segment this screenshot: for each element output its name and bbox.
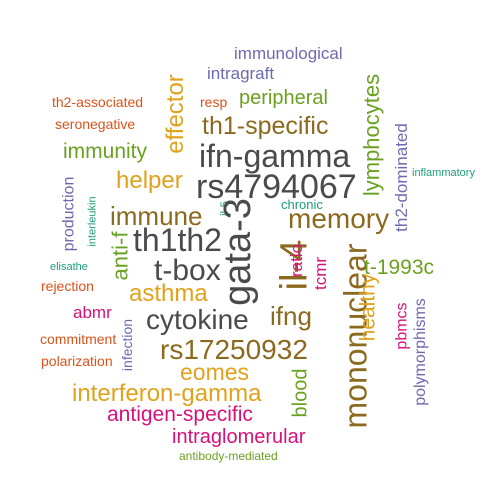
word-production: production [60, 176, 78, 252]
word-th1-specific: th1-specific [202, 112, 329, 140]
word-antibody-mediated: antibody-mediated [179, 449, 278, 463]
word-peripheral: peripheral [239, 87, 328, 109]
word-cytokine: cytokine [146, 304, 249, 335]
word-th1th2: th1th2 [133, 222, 222, 258]
word-antigen-specific: antigen-specific [107, 403, 253, 426]
word-blood: blood [289, 368, 312, 418]
word-immune: immune [110, 201, 203, 231]
word-asthma: asthma [129, 280, 208, 307]
word-helper: helper [116, 167, 183, 194]
word-polarization: polarization [41, 353, 113, 369]
word-th2-dominated: th2-dominated [391, 123, 411, 232]
word-elisathe: elisathe [50, 261, 88, 273]
word-healthy: healthy [356, 273, 380, 342]
word-seronegative: seronegative [55, 116, 136, 132]
word-rs17250932: rs17250932 [160, 334, 308, 365]
word-resp: resp [200, 94, 228, 110]
word-ratio: ratio [287, 243, 307, 278]
word-t-1993c: t-1993c [364, 256, 435, 279]
word-abmr: abmr [73, 303, 112, 322]
word-ifng: ifng [270, 301, 312, 331]
word-effector: effector [161, 74, 189, 154]
word-tcmr: tcmr [311, 256, 331, 291]
word-chronic: chronic [281, 197, 323, 212]
word-pbmcs: pbmcs [393, 302, 411, 350]
word-immunological: immunological [234, 44, 343, 63]
word-intragraft: intragraft [207, 64, 275, 83]
word-intraglomerular: intraglomerular [172, 426, 306, 448]
word-gata-3: gata-3 [216, 198, 259, 306]
word-polymorphisms: polymorphisms [411, 298, 429, 406]
word-memory: memory [288, 203, 390, 234]
word-t-box: t-box [154, 254, 221, 287]
word-interleukin: interleukin [86, 196, 99, 247]
word-anti-f: anti-f [107, 231, 133, 281]
word-rs4794067: rs4794067 [196, 168, 357, 206]
word-eomes: eomes [180, 359, 250, 385]
word-commitment: commitment [40, 331, 117, 347]
word-interferon-gamma: interferon-gamma [72, 380, 262, 407]
word-ifn-gamma: ifn-gamma [199, 138, 351, 174]
word-infection: infection [119, 318, 136, 372]
word-immunity: immunity [63, 140, 148, 163]
word-th2-associated: th2-associated [52, 94, 144, 110]
word-lymphocytes: lymphocytes [359, 73, 385, 197]
word-inflammatory: inflammatory [412, 167, 475, 179]
word-rejection: rejection [41, 278, 94, 294]
